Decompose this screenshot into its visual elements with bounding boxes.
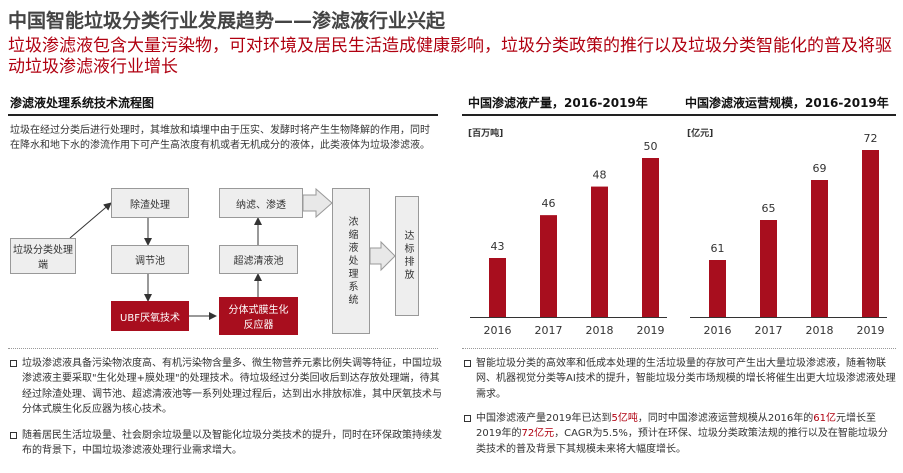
bullet-square-icon xyxy=(464,360,471,367)
highlight-value-output: 5亿吨 xyxy=(611,413,638,424)
chart1-value-label-2016: 43 xyxy=(491,240,505,253)
flow-box-source: 垃圾分类处理端 xyxy=(10,238,76,274)
chart2-x-tick-2016: 2016 xyxy=(704,324,732,337)
chart2-value-label-2018: 69 xyxy=(813,162,827,175)
arrow-source-to-pretreat xyxy=(69,202,112,239)
chart1-x-tick-2017: 2017 xyxy=(535,324,563,337)
right-bullet-1-text: 智能垃圾分类的高效率和低成本处理的生活垃圾量的存放可产生出大量垃圾渗滤液，随着物… xyxy=(476,358,896,400)
bullet-square-icon xyxy=(464,415,471,422)
chart2-bar-chart: 61 2016 65 2017 69 2018 72 2019 xyxy=(690,132,887,337)
highlight-value-2016: 61亿 xyxy=(813,413,837,424)
right-bullet-1: 智能垃圾分类的高效率和低成本处理的生活垃圾量的存放可产生出大量垃圾渗滤液，随着物… xyxy=(464,356,896,402)
chart2-title: 中国渗滤液运营规模，2016-2019年 xyxy=(685,96,889,110)
flow-section-title: 渗滤液处理系统技术流程图 xyxy=(10,96,155,110)
flow-section-rule xyxy=(8,114,438,116)
chart2-bar-2017 xyxy=(760,220,777,317)
chart1-bar-2016 xyxy=(489,258,506,317)
chart1-x-tick-2018: 2018 xyxy=(586,324,614,337)
left-bullet-1: 垃圾渗滤液具备污染物浓度高、有机污染物含量多、微生物营养元素比例失调等特征，中国… xyxy=(10,356,442,417)
chart1-bar-2019 xyxy=(642,158,659,317)
page-subtitle: 垃圾渗滤液包含大量污染物，可对环境及居民生活造成健康影响，垃圾分类政策的推行以及… xyxy=(8,36,892,77)
arrow-nano-to-concentrate xyxy=(302,187,333,219)
right-bullet-2: 中国渗滤液产量2019年已达到5亿吨，同时中国渗滤液运营规模从2016年的61亿… xyxy=(464,411,896,457)
chart1-x-tick-2019: 2019 xyxy=(637,324,665,337)
highlight-value-2019: 72亿元 xyxy=(521,428,555,440)
chart2-x-tick-2019: 2019 xyxy=(857,324,885,337)
chart1-value-label-2018: 48 xyxy=(593,169,607,182)
chart-section-rule xyxy=(462,114,896,116)
flow-box-nano: 纳滤、渗透 xyxy=(219,188,303,218)
left-bullet-1-text: 垃圾渗滤液具备污染物浓度高、有机污染物含量多、微生物营养元素比例失调等特征，中国… xyxy=(22,358,442,415)
chart2-x-tick-2018: 2018 xyxy=(806,324,834,337)
left-bullet-2-text: 随着居民生活垃圾量、社会厨余垃圾量以及智能化垃圾分类技术的提升，同时在环保政策持… xyxy=(22,430,442,457)
flow-box-ubf: UBF厌氧技术 xyxy=(111,301,189,331)
chart2-unit: [亿元] xyxy=(687,129,714,139)
chart1-value-label-2019: 50 xyxy=(644,140,658,153)
chart2-value-label-2019: 72 xyxy=(864,132,878,145)
flow-box-discharge: 达标排放 xyxy=(395,196,419,316)
chart2-bar-2019 xyxy=(862,150,879,317)
left-bullet-2: 随着居民生活垃圾量、社会厨余垃圾量以及智能化垃圾分类技术的提升，同时在环保政策持… xyxy=(10,428,442,459)
flow-box-adjust: 调节池 xyxy=(111,245,189,274)
left-divider xyxy=(8,348,438,349)
right-divider xyxy=(462,348,896,349)
flow-box-concentrate: 浓缩液处理系统 xyxy=(332,188,370,334)
chart1-bar-2017 xyxy=(540,215,557,317)
flow-box-pretreat: 除渣处理 xyxy=(111,188,189,218)
chart2-value-label-2017: 65 xyxy=(762,202,776,215)
chart1-value-label-2017: 46 xyxy=(542,197,556,210)
chart2-bar-2018 xyxy=(811,180,828,317)
chart2-value-label-2016: 61 xyxy=(711,242,725,255)
bullet-square-icon xyxy=(10,432,17,439)
chart1-x-tick-2016: 2016 xyxy=(484,324,512,337)
flow-box-membrane: 分体式膜生化反应器 xyxy=(219,297,298,335)
flow-box-ultra: 超滤清液池 xyxy=(219,245,298,274)
flow-intro-text: 垃圾在经过分类后进行处理时，其堆放和填埋中由于压实、发酵时将产生生物降解的作用，… xyxy=(10,125,430,151)
page-title: 中国智能垃圾分类行业发展趋势——渗滤液行业兴起 xyxy=(8,10,446,32)
chart1-bar-chart: 43 2016 46 2017 48 2018 50 2019 xyxy=(470,140,667,337)
chart2-bar-2016 xyxy=(709,260,726,317)
chart2-x-tick-2017: 2017 xyxy=(755,324,783,337)
arrow-concentrate-to-discharge xyxy=(369,240,396,272)
bullet-square-icon xyxy=(10,360,17,367)
chart1-title: 中国渗滤液产量，2016-2019年 xyxy=(468,96,648,110)
chart1-bar-2018 xyxy=(591,186,608,317)
flow-arrows xyxy=(69,187,396,320)
chart1-unit: [百万吨] xyxy=(468,129,504,139)
right-bullet-2-text: 中国渗滤液产量2019年已达到5亿吨，同时中国渗滤液运营规模从2016年的61亿… xyxy=(476,413,888,455)
